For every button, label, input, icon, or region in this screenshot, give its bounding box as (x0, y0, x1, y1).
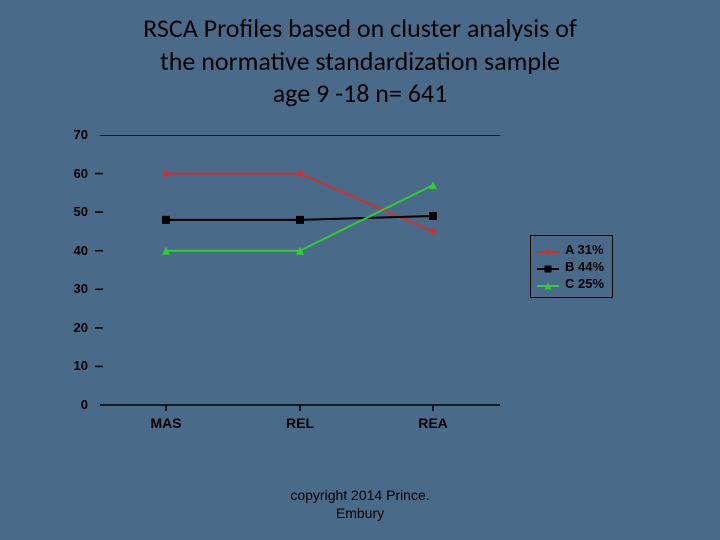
legend-item-B: B 44% (537, 259, 604, 274)
series-marker-B (162, 216, 170, 224)
legend-item-A: A 31% (537, 242, 604, 257)
y-axis-tick-label: 30 (60, 281, 88, 296)
y-axis-tick-label: 70 (60, 127, 88, 142)
legend-label: C 25% (565, 276, 604, 291)
legend-swatch-icon (537, 245, 559, 255)
title-line-3: age 9 -18 n= 641 (40, 77, 680, 110)
series-marker-A (429, 227, 437, 235)
chart-title: RSCA Profiles based on cluster analysis … (0, 0, 720, 118)
x-axis-category-label: MAS (136, 415, 196, 431)
legend-swatch-icon (537, 262, 559, 272)
chart-legend: A 31% B 44% C 25% (530, 235, 613, 298)
legend-swatch-icon (537, 279, 559, 289)
series-marker-B (429, 212, 437, 220)
copyright-footer: copyright 2014 Prince. Embury (0, 487, 720, 522)
title-line-1: RSCA Profiles based on cluster analysis … (40, 12, 680, 45)
series-marker-C (429, 181, 437, 189)
series-marker-A (162, 170, 170, 178)
title-line-2: the normative standardization sample (40, 45, 680, 78)
series-marker-B (296, 216, 304, 224)
legend-item-C: C 25% (537, 276, 604, 291)
y-axis-tick-label: 50 (60, 204, 88, 219)
legend-label: A 31% (565, 242, 604, 257)
y-axis-tick-label: 10 (60, 358, 88, 373)
x-axis-category-label: REL (270, 415, 330, 431)
legend-label: B 44% (565, 259, 604, 274)
x-axis-category-label: REA (403, 415, 463, 431)
series-marker-A (296, 170, 304, 178)
footer-line-2: Embury (0, 505, 720, 523)
y-axis-tick-label: 60 (60, 166, 88, 181)
chart-area: 010203040506070MASRELREAA 31%B 44%C 25% (60, 135, 660, 455)
y-axis-tick-label: 0 (60, 397, 88, 412)
y-axis-tick-label: 20 (60, 320, 88, 335)
y-axis-tick-label: 40 (60, 243, 88, 258)
footer-line-1: copyright 2014 Prince. (0, 487, 720, 505)
